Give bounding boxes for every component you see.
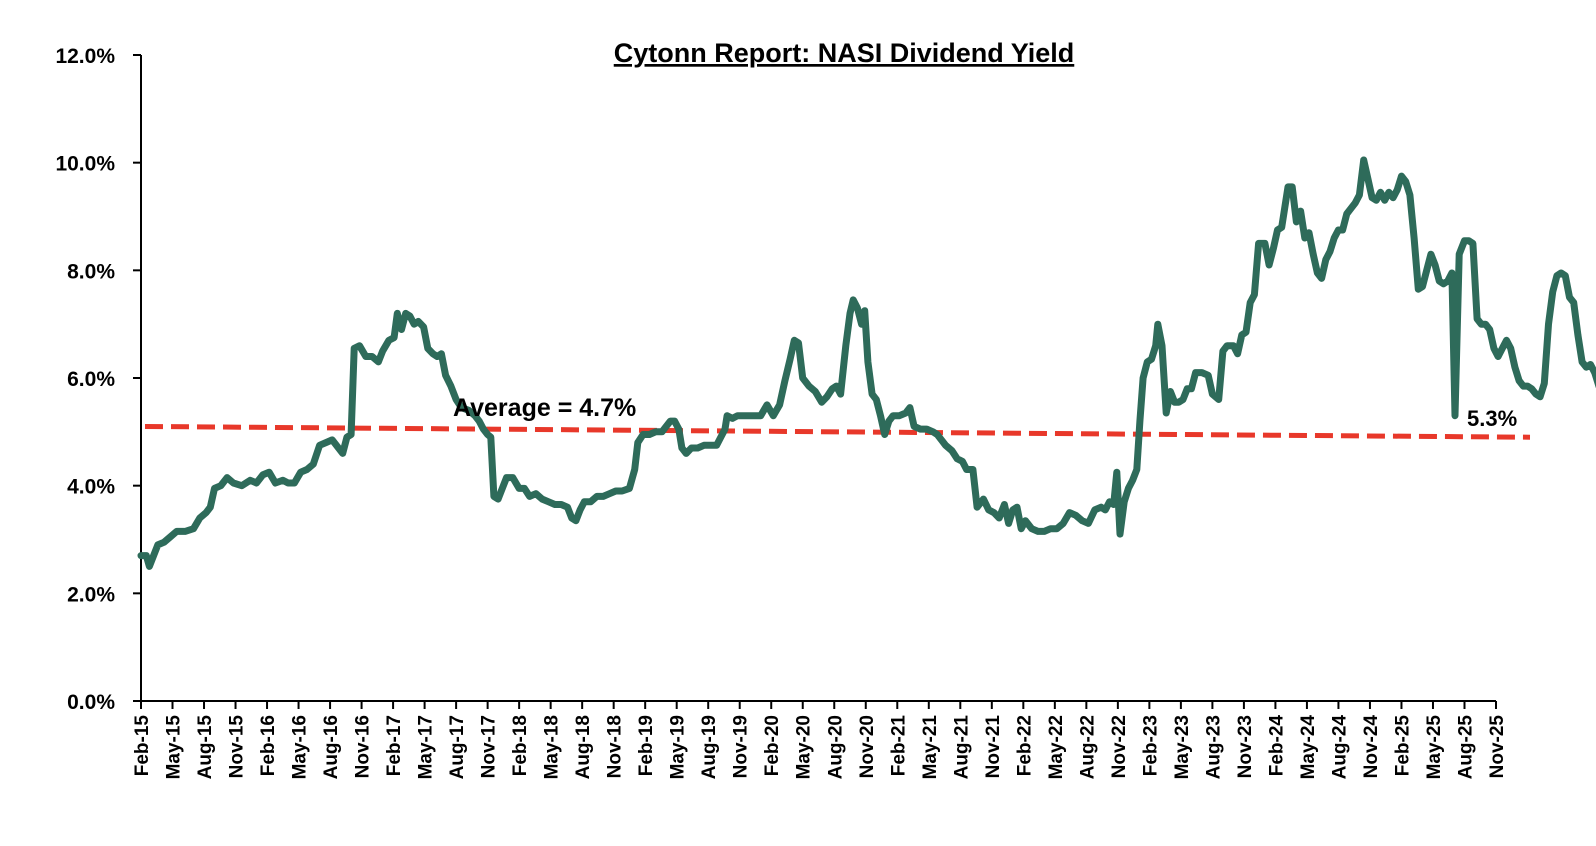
- x-tick-label: Aug-19: [699, 715, 720, 779]
- annotations: Average = 4.7% 5.3%: [453, 394, 1517, 431]
- last-value-label: 5.3%: [1467, 406, 1517, 431]
- y-tick-label: 6.0%: [67, 368, 115, 391]
- x-tick-label: Nov-21: [983, 715, 1004, 779]
- x-tick-label: Nov-17: [479, 715, 500, 778]
- y-tick-label: 0.0%: [67, 691, 115, 714]
- x-tick-label: Aug-25: [1455, 715, 1476, 780]
- x-tick-label: Aug-20: [825, 715, 846, 779]
- y-tick-label: 12.0%: [55, 45, 115, 68]
- x-tick-label: Feb-17: [384, 715, 405, 776]
- x-tick-label: Nov-25: [1487, 715, 1508, 779]
- y-axis: 0.0% 2.0% 4.0% 6.0% 8.0% 10.0% 12.0%: [55, 45, 142, 714]
- x-tick-label: Aug-21: [951, 715, 972, 780]
- x-tick-label: May-24: [1298, 715, 1319, 780]
- x-tick-label: Feb-24: [1266, 715, 1287, 777]
- average-annotation: Average = 4.7%: [453, 394, 636, 422]
- x-tick-label: Feb-19: [636, 715, 657, 776]
- x-tick-label: Nov-23: [1235, 715, 1256, 778]
- x-tick-label: May-15: [164, 715, 185, 780]
- x-tick-label: Nov-15: [227, 715, 248, 779]
- x-tick-label: May-21: [920, 715, 941, 780]
- series-group: [137, 156, 1596, 570]
- y-tick-label: 10.0%: [55, 153, 115, 176]
- x-tick-label: Nov-18: [605, 715, 626, 778]
- x-tick-label: May-17: [416, 715, 437, 779]
- x-tick-label: Feb-23: [1140, 715, 1161, 776]
- x-tick-label: Aug-18: [573, 715, 594, 779]
- x-tick-label: Nov-19: [731, 715, 752, 778]
- x-tick-label: May-22: [1046, 715, 1067, 779]
- x-tick-label: May-19: [668, 715, 689, 779]
- x-tick-label: May-18: [542, 715, 563, 779]
- x-tick-label: May-20: [794, 715, 815, 779]
- x-tick-label: Nov-20: [857, 715, 878, 778]
- x-tick-label: Aug-15: [195, 715, 216, 780]
- x-tick-label: Aug-16: [321, 715, 342, 779]
- x-tick-label: Feb-25: [1392, 715, 1413, 777]
- x-tick-label: Feb-22: [1014, 715, 1035, 776]
- y-tick-label: 4.0%: [67, 476, 115, 499]
- chart-title: Cytonn Report: NASI Dividend Yield: [614, 38, 1075, 68]
- series-line-dividend-yield: [137, 156, 1596, 570]
- x-tick-label: May-16: [290, 715, 311, 779]
- x-tick-label: Feb-16: [258, 715, 279, 776]
- x-tick-label: Feb-18: [510, 715, 531, 776]
- average-dashed-line: [144, 423, 1531, 440]
- x-tick-label: Nov-24: [1361, 715, 1382, 779]
- x-tick-label: Aug-17: [447, 715, 468, 779]
- y-tick-label: 2.0%: [67, 583, 115, 606]
- average-reference-line: [144, 423, 1531, 440]
- y-tick-label: 8.0%: [67, 260, 115, 283]
- x-tick-label: Feb-20: [762, 715, 783, 776]
- x-tick-label: Nov-22: [1109, 715, 1130, 778]
- x-tick-label: Nov-16: [353, 715, 374, 778]
- x-tick-label: Aug-22: [1077, 715, 1098, 779]
- x-tick-label: Aug-23: [1203, 715, 1224, 779]
- x-tick-label: Feb-21: [888, 715, 909, 777]
- x-tick-label: Aug-24: [1329, 715, 1350, 780]
- x-tick-label: Feb-15: [132, 715, 153, 777]
- x-axis: Feb-15 May-15 Aug-15 Nov-15 Feb-16 May-16 Aug-…: [132, 700, 1508, 780]
- x-tick-label: May-25: [1424, 715, 1445, 780]
- x-tick-label: May-23: [1172, 715, 1193, 779]
